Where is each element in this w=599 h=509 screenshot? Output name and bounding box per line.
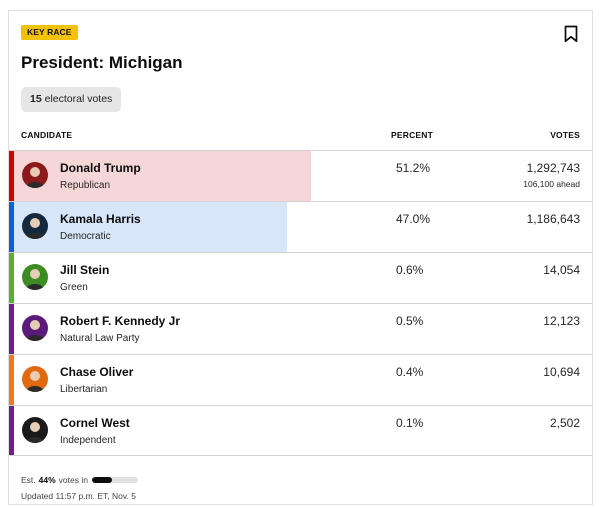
- est-suffix: votes in: [58, 475, 88, 485]
- stein-avatar: [22, 264, 48, 290]
- candidate-party: Natural Law Party: [60, 333, 140, 344]
- party-color-bar: [9, 151, 14, 201]
- west-avatar: [22, 417, 48, 443]
- reporting-progress-fill: [91, 477, 113, 483]
- candidate-votes: 2,502: [549, 416, 580, 430]
- candidate-votes: 1,186,643: [526, 212, 580, 226]
- candidate-name: Robert F. Kennedy Jr: [60, 314, 181, 328]
- est-percent: 44%: [38, 475, 56, 485]
- harris-avatar: [22, 213, 48, 239]
- header-candidate: CANDIDATE: [21, 130, 73, 140]
- candidate-party: Democratic: [60, 231, 111, 242]
- vote-share-fill: [14, 151, 311, 201]
- est-prefix: Est.: [21, 475, 36, 485]
- candidate-name: Donald Trump: [60, 161, 141, 175]
- party-color-bar: [9, 304, 14, 354]
- party-color-bar: [9, 253, 14, 303]
- kennedy-avatar: [22, 315, 48, 341]
- party-color-bar: [9, 406, 14, 455]
- candidate-percent: 51.2%: [396, 161, 431, 175]
- candidate-votes: 14,054: [543, 263, 580, 277]
- candidate-name: Jill Stein: [60, 263, 110, 277]
- candidate-row[interactable]: Kamala Harris Democratic 47.0% 1,186,643: [9, 201, 592, 252]
- header-votes: VOTES: [550, 130, 580, 140]
- vote-share-fill: [14, 202, 287, 252]
- candidate-percent: 47.0%: [396, 212, 431, 226]
- race-title: President: Michigan: [21, 53, 183, 72]
- bookmark-icon[interactable]: [564, 25, 578, 43]
- candidate-row[interactable]: Jill Stein Green 0.6% 14,054: [9, 252, 592, 303]
- candidate-votes: 10,694: [543, 365, 580, 379]
- candidate-name: Kamala Harris: [60, 212, 141, 226]
- electoral-votes-count: 15: [30, 93, 42, 105]
- oliver-avatar: [22, 366, 48, 392]
- party-color-bar: [9, 355, 14, 405]
- candidate-percent: 0.6%: [396, 263, 424, 277]
- candidate-party: Green: [60, 282, 88, 293]
- candidate-row[interactable]: Robert F. Kennedy Jr Natural Law Party 0.5…: [9, 303, 592, 354]
- candidate-row[interactable]: Donald Trump Republican 51.2% 1,292,743 106,…: [9, 150, 592, 201]
- reporting-progress-bar: [91, 477, 138, 483]
- race-card: KEY RACE President: Michigan 15 electora…: [8, 10, 593, 505]
- candidate-party: Republican: [60, 180, 111, 191]
- candidate-percent: 0.1%: [396, 416, 424, 430]
- candidate-row[interactable]: Cornel West Independent 0.1% 2,502: [9, 405, 592, 456]
- candidate-percent: 0.4%: [396, 365, 424, 379]
- trump-avatar: [22, 162, 48, 188]
- table-header: CANDIDATE PERCENT VOTES: [21, 130, 580, 144]
- candidate-name: Chase Oliver: [60, 365, 134, 379]
- candidate-votes: 12,123: [543, 314, 580, 328]
- key-race-badge: KEY RACE: [21, 25, 78, 40]
- candidate-votes: 1,292,743: [526, 161, 580, 175]
- candidate-list: Donald Trump Republican 51.2% 1,292,743 106,…: [9, 150, 592, 456]
- electoral-votes-pill: 15 electoral votes: [21, 87, 122, 112]
- lead-margin: 106,100 ahead: [523, 179, 580, 189]
- header-percent: PERCENT: [391, 130, 434, 140]
- candidate-name: Cornel West: [60, 416, 130, 430]
- candidate-percent: 0.5%: [396, 314, 424, 328]
- party-color-bar: [9, 202, 14, 252]
- updated-timestamp: Updated 11:57 p.m. ET, Nov. 5: [21, 491, 136, 501]
- reporting-status: Est. 44% votes in: [21, 475, 138, 485]
- candidate-party: Independent: [60, 435, 116, 446]
- electoral-votes-label: electoral votes: [44, 93, 113, 105]
- candidate-party: Libertarian: [60, 384, 108, 395]
- candidate-row[interactable]: Chase Oliver Libertarian 0.4% 10,694: [9, 354, 592, 405]
